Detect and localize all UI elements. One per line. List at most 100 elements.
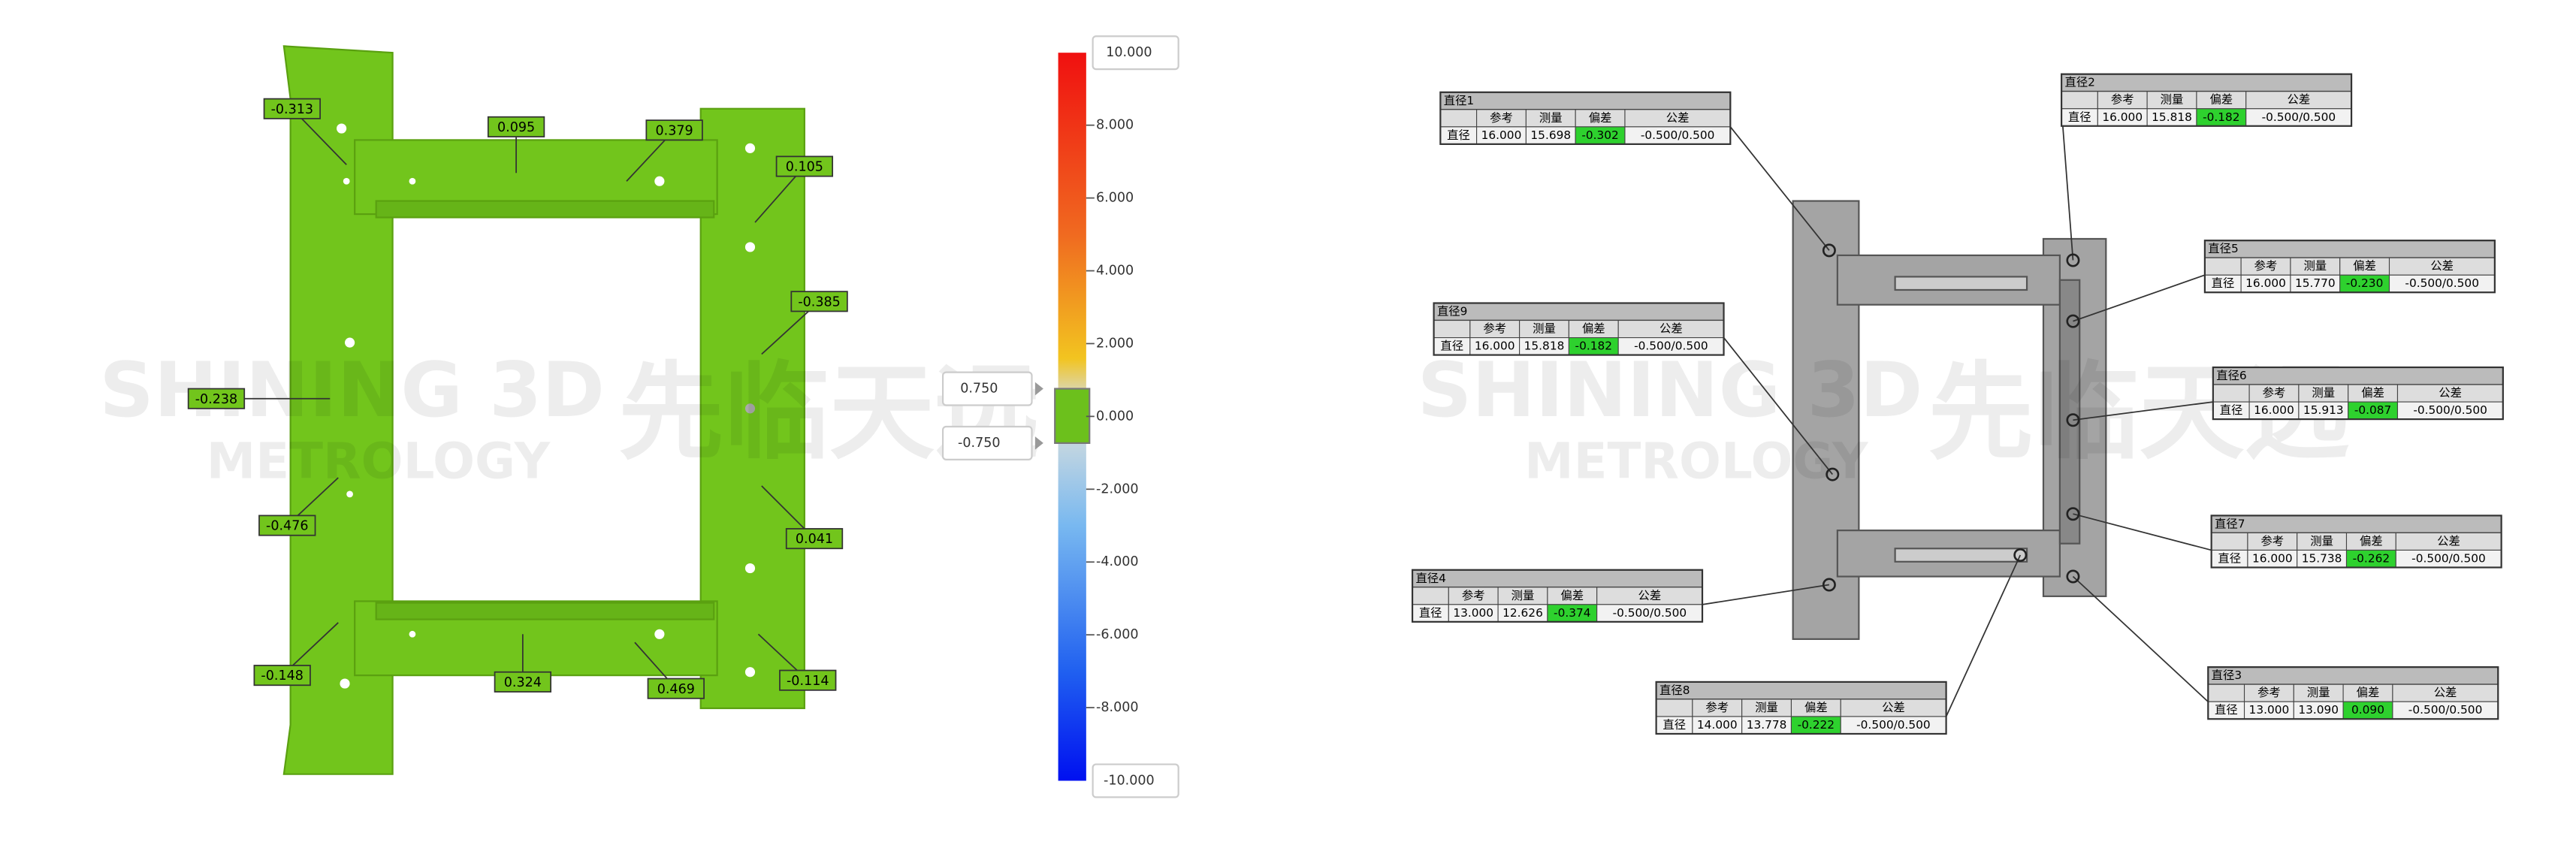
table-value: -0.302 bbox=[1581, 128, 1618, 142]
column-header: 公差 bbox=[1882, 701, 1905, 714]
column-header: 测量 bbox=[1755, 701, 1778, 714]
part-right bbox=[1792, 200, 2107, 640]
watermark-brand: SHINING 3D bbox=[1418, 346, 1923, 434]
column-header: 偏差 bbox=[2360, 534, 2383, 548]
leader-line bbox=[2072, 575, 2209, 702]
table-value: 13.090 bbox=[2298, 703, 2339, 717]
deviation-label: 0.105 bbox=[786, 160, 823, 175]
measurement-table: 直径7 直径 参考 16.000 测量 15.738 偏差 -0.262 公差 -0.500/0.… bbox=[2066, 507, 2502, 569]
table-title-bg bbox=[2204, 240, 2496, 259]
table-value: -0.087 bbox=[2354, 403, 2391, 417]
row-label: 直径 bbox=[2220, 403, 2243, 417]
column-header: 测量 bbox=[2307, 686, 2330, 699]
header-cell bbox=[1439, 109, 1478, 128]
measurement-table: 直径1 直径 参考 16.000 测量 15.698 偏差 -0.302 公差 -0.500/0.… bbox=[1439, 91, 1836, 258]
column-header: 测量 bbox=[2312, 386, 2335, 400]
deviation-label: 0.095 bbox=[497, 120, 535, 135]
table-value: 14.000 bbox=[1697, 718, 1738, 732]
column-header: 偏差 bbox=[2357, 686, 2380, 699]
deviation-label-box bbox=[253, 665, 311, 687]
table-border bbox=[2203, 240, 2496, 294]
leader-line bbox=[2073, 513, 2212, 551]
column-header: 偏差 bbox=[1560, 589, 1584, 602]
table-border bbox=[1655, 681, 1947, 735]
leader-line bbox=[2061, 108, 2074, 261]
table-value: 16.000 bbox=[2254, 403, 2294, 417]
column-header: 测量 bbox=[2303, 259, 2327, 273]
deviation-label: -0.238 bbox=[195, 392, 238, 407]
deviation-label-box bbox=[263, 98, 322, 119]
table-title-bg bbox=[2061, 73, 2352, 92]
row-label: 直径 bbox=[1662, 718, 1686, 732]
table-border bbox=[2212, 366, 2504, 421]
column-header: 测量 bbox=[2310, 534, 2333, 548]
tolerance-input-value: 0.750 bbox=[960, 382, 998, 397]
table-value: -0.500/0.500 bbox=[2262, 110, 2336, 124]
measurement-table: 直径6 直径 参考 16.000 测量 15.913 偏差 -0.087 公差 -0.500/0.… bbox=[2066, 366, 2504, 427]
tolerance-input bbox=[941, 425, 1033, 460]
table-title-bg bbox=[2212, 367, 2504, 385]
watermark-brand: SHINING 3D bbox=[99, 346, 605, 434]
table-value: -0.500/0.500 bbox=[2413, 403, 2487, 417]
scale-input bbox=[1092, 763, 1179, 798]
column-header: 偏差 bbox=[2353, 259, 2376, 273]
deviation-label-box bbox=[645, 119, 703, 141]
table-title-bg bbox=[1412, 569, 1703, 588]
scale-tick-label: -8.000 bbox=[1096, 700, 1139, 715]
deviation-label: 0.379 bbox=[656, 123, 693, 138]
leader-line bbox=[1723, 337, 1833, 475]
table-title: 直径1 bbox=[1444, 94, 1474, 107]
table-value: 16.000 bbox=[2245, 276, 2286, 290]
column-header: 参考 bbox=[2260, 534, 2284, 548]
table-value: 15.818 bbox=[1524, 340, 1565, 353]
table-border bbox=[2207, 666, 2499, 720]
deviation-label: 0.469 bbox=[657, 682, 695, 697]
scale-tick-label: 6.000 bbox=[1096, 191, 1134, 206]
row-label: 直径 bbox=[1440, 340, 1463, 353]
tolerance-arrow bbox=[1034, 436, 1043, 450]
table-value: 16.000 bbox=[1475, 340, 1515, 353]
column-header: 参考 bbox=[1462, 589, 1485, 602]
column-header: 偏差 bbox=[2361, 386, 2384, 400]
column-header: 偏差 bbox=[1589, 111, 1612, 125]
scale-input-value: 10.000 bbox=[1106, 45, 1152, 60]
table-value: -0.500/0.500 bbox=[2405, 276, 2479, 290]
tolerance-input-value: -0.750 bbox=[958, 436, 1001, 451]
table-border bbox=[1411, 569, 1704, 623]
nominal-band bbox=[1054, 388, 1091, 445]
table-value: 15.698 bbox=[1530, 128, 1571, 142]
deviation-label: -0.114 bbox=[787, 674, 829, 689]
table-value: 13.000 bbox=[1453, 606, 1493, 620]
table-value: -0.500/0.500 bbox=[1613, 606, 1687, 620]
scale-tick-label: -4.000 bbox=[1096, 554, 1139, 569]
column-header: 参考 bbox=[2257, 686, 2281, 699]
row-label: 直径 bbox=[2215, 703, 2238, 717]
deviation-label-box bbox=[647, 678, 705, 699]
scale-tick-label: -2.000 bbox=[1096, 481, 1139, 496]
table-value: -0.182 bbox=[1575, 340, 1612, 353]
scale-tick-label: 0.000 bbox=[1096, 409, 1134, 424]
row-label: 直径 bbox=[1419, 606, 1442, 620]
table-value: -0.374 bbox=[1554, 606, 1590, 620]
header-cell bbox=[2211, 532, 2248, 551]
table-border bbox=[2061, 73, 2353, 127]
column-header: 参考 bbox=[2263, 386, 2286, 400]
feature-marker bbox=[2066, 507, 2080, 521]
row-label: 直径 bbox=[2218, 551, 2241, 565]
part-left-holes bbox=[337, 123, 756, 689]
deviation-labels: -0.313 0.095 0.379 0.105 -0.385 -0.238 -0.476 0… bbox=[187, 98, 848, 699]
table-title: 直径3 bbox=[2212, 668, 2242, 682]
column-header: 测量 bbox=[1533, 322, 1556, 336]
table-value: -0.230 bbox=[2346, 276, 2383, 290]
feature-marker bbox=[2066, 253, 2080, 267]
header-cell bbox=[1412, 587, 1449, 605]
table-value: -0.500/0.500 bbox=[1634, 340, 1708, 353]
measurement-table: 直径4 直径 参考 13.000 测量 12.626 偏差 -0.374 公差 -0.500/0.… bbox=[1411, 569, 1836, 623]
table-value: 15.770 bbox=[2295, 276, 2336, 290]
deviation-label-box bbox=[775, 155, 834, 177]
measurement-table: 直径9 直径 参考 16.000 测量 15.818 偏差 -0.182 公差 -0.500/0.… bbox=[1433, 302, 1840, 481]
table-value: 0.090 bbox=[2351, 703, 2384, 717]
leader-line bbox=[1702, 584, 1830, 605]
table-title: 直径2 bbox=[2064, 76, 2094, 89]
table-title: 直径6 bbox=[2216, 369, 2246, 382]
